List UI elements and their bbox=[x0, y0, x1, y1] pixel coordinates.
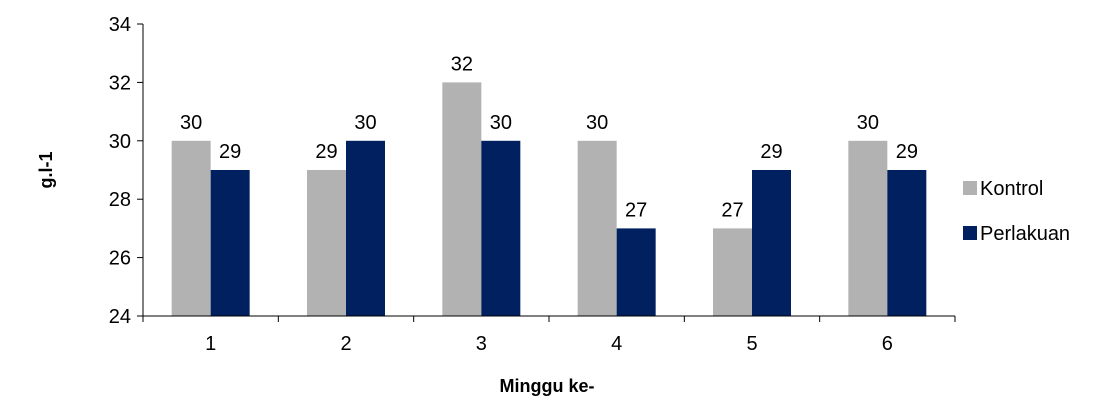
y-tick-label-30: 30 bbox=[109, 131, 131, 153]
x-tick-label-4: 4 bbox=[611, 333, 622, 355]
bar-perlakuan-6 bbox=[887, 170, 927, 316]
data-label-kontrol-2: 29 bbox=[315, 141, 337, 163]
legend-label-kontrol: Kontrol bbox=[980, 178, 1043, 200]
bar-perlakuan-4 bbox=[616, 228, 656, 316]
data-label-kontrol-5: 27 bbox=[721, 199, 743, 221]
bar-perlakuan-2 bbox=[346, 140, 385, 316]
x-tick-label-6: 6 bbox=[882, 333, 893, 355]
bar-kontrol-4 bbox=[577, 140, 617, 316]
y-axis-title: g.l-1 bbox=[36, 151, 56, 188]
legend: Kontrol Perlakuan bbox=[963, 178, 1070, 245]
y-tick-label-28: 28 bbox=[109, 189, 131, 211]
data-label-perlakuan-5: 29 bbox=[760, 141, 782, 163]
data-label-kontrol-1: 30 bbox=[180, 112, 202, 134]
bar-perlakuan-1 bbox=[210, 170, 250, 316]
y-tick-label-34: 34 bbox=[109, 14, 131, 36]
legend-swatch-perlakuan bbox=[963, 226, 977, 240]
bar-perlakuan-3 bbox=[481, 140, 521, 316]
y-tick-label-24: 24 bbox=[109, 306, 131, 328]
bar-kontrol-6 bbox=[848, 140, 888, 316]
x-tick-label-1: 1 bbox=[205, 333, 216, 355]
x-tick-label-2: 2 bbox=[340, 333, 351, 355]
x-axis-title: Minggu ke- bbox=[500, 376, 595, 396]
bar-kontrol-3 bbox=[442, 82, 482, 317]
data-label-kontrol-4: 30 bbox=[586, 112, 608, 134]
y-tick-label-26: 26 bbox=[109, 248, 131, 270]
bar-kontrol-1 bbox=[171, 140, 211, 316]
legend-swatch-kontrol bbox=[963, 181, 977, 195]
y-tick-label-32: 32 bbox=[109, 72, 131, 94]
data-label-perlakuan-4: 27 bbox=[625, 199, 647, 221]
x-tick-label-5: 5 bbox=[746, 333, 757, 355]
data-label-perlakuan-6: 29 bbox=[896, 141, 918, 163]
data-label-perlakuan-3: 30 bbox=[490, 112, 512, 134]
data-label-kontrol-3: 32 bbox=[451, 53, 473, 75]
bar-kontrol-2 bbox=[307, 170, 346, 316]
data-label-perlakuan-1: 29 bbox=[219, 141, 241, 163]
x-tick-label-3: 3 bbox=[476, 333, 487, 355]
data-label-kontrol-6: 30 bbox=[857, 112, 879, 134]
bar-perlakuan-5 bbox=[752, 170, 791, 316]
legend-label-perlakuan: Perlakuan bbox=[980, 223, 1070, 245]
bar-kontrol-5 bbox=[713, 228, 752, 316]
data-label-perlakuan-2: 30 bbox=[354, 112, 376, 134]
